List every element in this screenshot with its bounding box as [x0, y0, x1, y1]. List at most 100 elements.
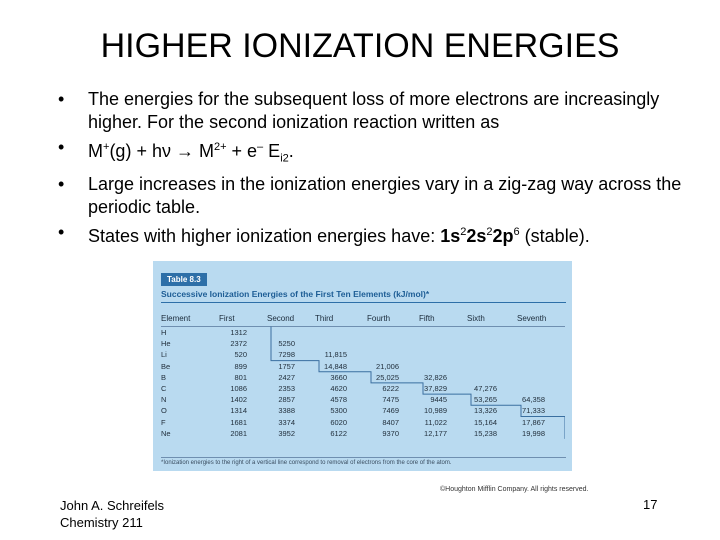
element-symbol-cell: B	[161, 372, 167, 382]
page-number: 17	[643, 497, 658, 512]
table-row: F 1681 3374 6020 8407 11,022 15,164 17,867	[161, 417, 565, 428]
energy-value-cell: 64,358	[522, 395, 545, 405]
column-header: Second	[267, 313, 315, 327]
energy-value-cell: 32,826	[424, 372, 447, 382]
energy-value-cell: 6222	[382, 384, 399, 394]
ionization-table-figure: Table 8.3 Successive Ionization Energies…	[153, 261, 572, 471]
energy-value-cell: 6020	[330, 417, 347, 427]
table-row: O 1314 3388 5300 7469 10,989 13,326 71,333	[161, 405, 565, 416]
energy-value-cell: 8407	[382, 417, 399, 427]
element-symbol-cell: He	[161, 339, 171, 349]
copyright-notice: ©Houghton Mifflin Company. All rights re…	[440, 486, 589, 493]
energy-value-cell: 1402	[230, 395, 247, 405]
energy-value-cell: 3388	[278, 406, 295, 416]
energy-value-cell: 2427	[278, 372, 295, 382]
energy-value-cell: 10,989	[424, 406, 447, 416]
column-header: Third	[315, 313, 367, 327]
ionization-energy-table: Element First Second Third Fourth Fifth …	[161, 313, 565, 439]
energy-value-cell: 19,998	[522, 428, 545, 438]
footer-credit: John A. Schreifels Chemistry 211	[60, 497, 164, 531]
energy-value-cell: 13,326	[474, 406, 497, 416]
bullet-text: Large increases in the ionization energi…	[88, 173, 682, 217]
slide-title: HIGHER IONIZATION ENERGIES	[100, 27, 620, 65]
electron-configuration: States with higher ionization energies h…	[88, 225, 590, 246]
energy-value-cell: 21,006	[376, 361, 399, 371]
energy-value-cell: 17,867	[522, 417, 545, 427]
energy-value-cell: 9370	[382, 428, 399, 438]
column-header: Element	[161, 313, 219, 327]
table-row: Li 520 7298 11,815	[161, 349, 565, 360]
element-symbol-cell: Ne	[161, 428, 171, 438]
energy-value-cell: 9445	[430, 395, 447, 405]
bullet-item: • States with higher ionization energies…	[58, 221, 698, 248]
energy-value-cell: 6122	[330, 428, 347, 438]
column-header: Seventh	[517, 313, 565, 327]
bullet-item: • M+(g) + hν → M2+ + e– Ei2.	[58, 136, 698, 171]
energy-value-cell: 11,815	[324, 350, 347, 360]
bullet-text: The energies for the subsequent loss of …	[88, 89, 660, 132]
energy-value-cell: 2857	[278, 395, 295, 405]
energy-value-cell: 1757	[278, 361, 295, 371]
energy-value-cell: 4620	[330, 384, 347, 394]
element-symbol-cell: Li	[161, 350, 167, 360]
table-row: C 1086 2353 4620 6222 37,829 47,276	[161, 383, 565, 394]
energy-value-cell: 1314	[230, 406, 247, 416]
element-symbol-cell: N	[161, 395, 167, 405]
energy-value-cell: 53,265	[474, 395, 497, 405]
energy-value-cell: 899	[234, 361, 247, 371]
table-row: B 801 2427 3660 25,025 32,826	[161, 372, 565, 383]
bullet-item: • Large increases in the ionization ener…	[58, 173, 698, 219]
table-row: N 1402 2857 4578 7475 9445 53,265 64,358	[161, 394, 565, 405]
energy-value-cell: 1312	[230, 328, 247, 338]
energy-value-cell: 25,025	[376, 372, 399, 382]
energy-value-cell: 3374	[278, 417, 295, 427]
element-symbol-cell: C	[161, 384, 167, 394]
energy-value-cell: 71,333	[522, 406, 545, 416]
table-footnote: *Ionization energies to the right of a v…	[161, 457, 566, 466]
column-header: First	[219, 313, 267, 327]
energy-value-cell: 520	[234, 350, 247, 360]
reaction-equation: M+(g) + hν → M2+ + e– Ei2.	[88, 141, 294, 165]
column-header: Fifth	[419, 313, 467, 327]
energy-value-cell: 1681	[230, 417, 247, 427]
bullet-glyph: •	[58, 173, 65, 194]
energy-value-cell: 14,848	[324, 361, 347, 371]
energy-value-cell: 3660	[330, 372, 347, 382]
footer-author: John A. Schreifels	[60, 498, 165, 513]
energy-value-cell: 15,164	[474, 417, 497, 427]
column-header: Sixth	[467, 313, 517, 327]
bullet-glyph: •	[58, 137, 65, 157]
energy-value-cell: 15,238	[474, 428, 497, 438]
energy-value-cell: 4578	[330, 395, 347, 405]
energy-value-cell: 2081	[230, 428, 247, 438]
table-header-row: Element First Second Third Fourth Fifth …	[161, 313, 565, 327]
energy-value-cell: 801	[234, 372, 247, 382]
energy-value-cell: 47,276	[474, 384, 497, 394]
energy-value-cell: 5300	[330, 406, 347, 416]
element-symbol-cell: H	[161, 328, 167, 338]
energy-value-cell: 7475	[382, 395, 399, 405]
bullet-list: • The energies for the subsequent loss o…	[58, 88, 698, 250]
table-row: Be 899 1757 14,848 21,006	[161, 361, 565, 372]
core-boundary-line	[270, 326, 565, 439]
energy-value-cell: 2353	[278, 384, 295, 394]
boundary-path	[270, 326, 565, 439]
column-header: Fourth	[367, 313, 419, 327]
table-row: He 2372 5250	[161, 338, 565, 349]
table-row: H 1312	[161, 327, 565, 339]
table-tab-label: Table 8.3	[161, 273, 207, 286]
element-symbol-cell: Be	[161, 361, 171, 371]
bullet-item: • The energies for the subsequent loss o…	[58, 88, 698, 134]
energy-value-cell: 5250	[278, 339, 295, 349]
energy-value-cell: 1086	[230, 384, 247, 394]
energy-value-cell: 2372	[230, 339, 247, 349]
element-symbol-cell: O	[161, 406, 167, 416]
energy-value-cell: 12,177	[424, 428, 447, 438]
bullet-glyph: •	[58, 221, 65, 242]
energy-value-cell: 7298	[278, 350, 295, 360]
footer-course: Chemistry 211	[60, 515, 143, 530]
energy-value-cell: 11,022	[424, 417, 447, 427]
table-row: Ne 2081 3952 6122 9370 12,177 15,238 19,998	[161, 428, 565, 439]
energy-value-cell: 37,829	[424, 384, 447, 394]
energy-value-cell: 3952	[278, 428, 295, 438]
